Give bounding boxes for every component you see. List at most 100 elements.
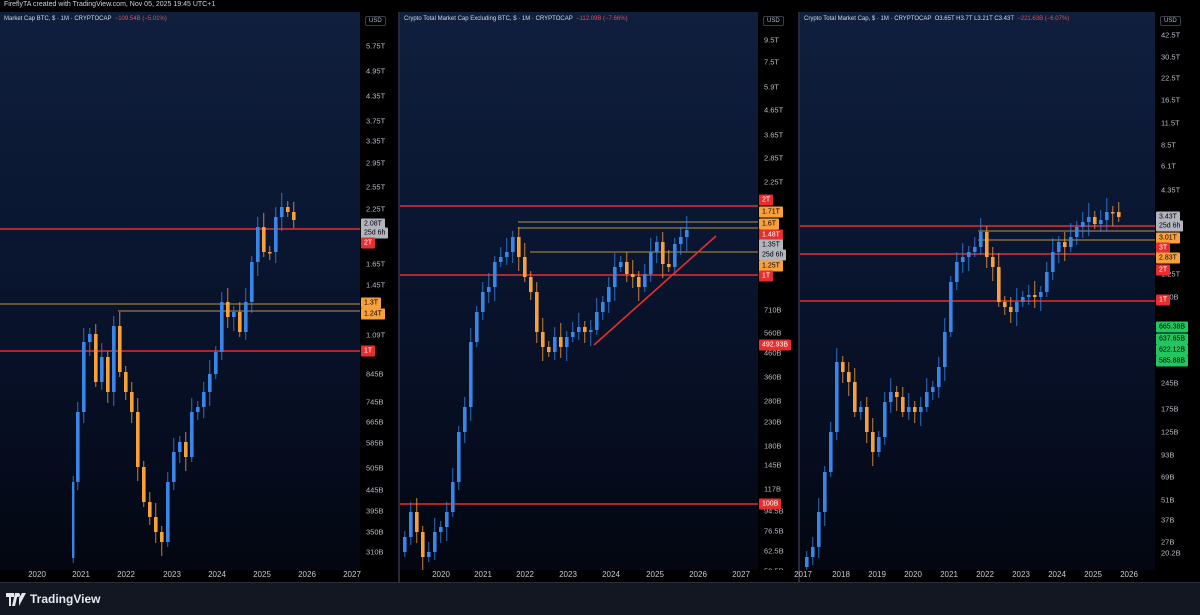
price-label-tag[interactable]: 637.65B [1156, 333, 1189, 345]
candle-body[interactable] [511, 237, 515, 252]
candle-body[interactable] [1039, 292, 1043, 297]
candle-body[interactable] [559, 337, 563, 347]
candle-body[interactable] [487, 287, 491, 292]
panel-divider[interactable] [398, 12, 400, 582]
candle-body[interactable] [220, 302, 224, 352]
candle-body[interactable] [439, 527, 443, 532]
candle-body[interactable] [1081, 222, 1085, 227]
candle-body[interactable] [1099, 220, 1103, 224]
price-label-tag[interactable]: 1.35T [759, 239, 783, 251]
candle-body[interactable] [208, 374, 212, 392]
candle-body[interactable] [1015, 302, 1019, 312]
candle-body[interactable] [571, 332, 575, 337]
price-label-tag[interactable]: 2T [759, 194, 774, 206]
chart-panel-others[interactable]: Crypto Total Market Cap Excluding BTC, $… [400, 12, 798, 582]
price-label-tag[interactable]: 1.25T [759, 260, 783, 272]
candle-body[interactable] [172, 452, 176, 482]
price-label-tag[interactable]: 100B [759, 498, 782, 510]
candle-body[interactable] [292, 212, 296, 220]
candle-body[interactable] [238, 312, 242, 332]
candle-body[interactable] [124, 372, 128, 392]
candle-body[interactable] [979, 232, 983, 247]
candle-body[interactable] [1087, 217, 1091, 222]
candle-body[interactable] [469, 342, 473, 407]
candle-body[interactable] [673, 244, 677, 267]
candle-body[interactable] [178, 442, 182, 452]
candle-body[interactable] [583, 327, 587, 332]
candle-body[interactable] [823, 472, 827, 512]
candle-body[interactable] [925, 392, 929, 407]
candle-body[interactable] [619, 262, 623, 267]
candle-body[interactable] [937, 367, 941, 387]
candle-body[interactable] [148, 502, 152, 517]
chart-panel-btc[interactable]: Market Cap BTC, $ · 1M · CRYPTOCAP −109.… [0, 12, 398, 582]
price-label-tag[interactable]: 2.83T [1156, 252, 1180, 264]
candle-body[interactable] [811, 547, 815, 557]
candle-body[interactable] [1069, 237, 1073, 247]
price-label-tag[interactable]: 3T [1156, 242, 1171, 254]
candle-body[interactable] [142, 467, 146, 502]
price-label-tag[interactable]: 665.38B [1156, 321, 1189, 333]
candle-body[interactable] [256, 227, 260, 262]
candle-body[interactable] [493, 262, 497, 287]
price-label-tag[interactable]: 2.08T [361, 218, 385, 230]
candle-body[interactable] [973, 247, 977, 252]
price-axis[interactable]: USD 5.75T 4.95T 4.35T 3.75T 3.35T 2.95T 2.55T 2… [360, 12, 398, 582]
candle-body[interactable] [250, 262, 254, 302]
candle-body[interactable] [667, 264, 671, 267]
candle-body[interactable] [535, 292, 539, 332]
candle-body[interactable] [415, 512, 419, 532]
candle-body[interactable] [655, 242, 659, 252]
candle-body[interactable] [232, 312, 236, 317]
candle-body[interactable] [166, 482, 170, 542]
price-label-tag[interactable]: 1T [1156, 294, 1171, 306]
candle-body[interactable] [649, 252, 653, 274]
candle-body[interactable] [1057, 242, 1061, 252]
candle-body[interactable] [286, 207, 290, 212]
candle-body[interactable] [805, 557, 809, 567]
candle-body[interactable] [577, 327, 581, 332]
candle-body[interactable] [865, 407, 869, 432]
candle-body[interactable] [601, 302, 605, 312]
candle-body[interactable] [517, 237, 521, 257]
candle-body[interactable] [859, 407, 863, 412]
currency-label[interactable]: USD [365, 16, 386, 26]
candle-body[interactable] [679, 237, 683, 244]
candles-area[interactable] [400, 12, 758, 582]
price-label-tag[interactable]: 1.3T [361, 297, 382, 309]
candle-body[interactable] [1003, 302, 1007, 307]
candle-body[interactable] [595, 312, 599, 330]
candle-body[interactable] [529, 277, 533, 292]
candle-body[interactable] [214, 352, 218, 374]
candle-body[interactable] [1111, 212, 1115, 214]
candle-body[interactable] [997, 267, 1001, 302]
candle-body[interactable] [901, 397, 905, 412]
price-axis[interactable]: USD 9.5T7.5T5.9T4.65T3.65T2.85T2.25T910B… [758, 12, 798, 582]
price-label-tag[interactable]: 2T [1156, 264, 1171, 276]
candle-body[interactable] [985, 232, 989, 257]
candles-area[interactable] [800, 12, 1155, 582]
candle-body[interactable] [661, 242, 665, 264]
candle-body[interactable] [262, 227, 266, 252]
candle-body[interactable] [244, 302, 248, 332]
candle-body[interactable] [1051, 252, 1055, 272]
candle-body[interactable] [943, 332, 947, 367]
time-axis-btc[interactable]: 2020 2021 2022 2023 2024 2025 2026 2027 [0, 570, 398, 582]
candle-body[interactable] [553, 337, 557, 352]
price-label-tag[interactable]: 1T [759, 270, 774, 282]
candle-body[interactable] [160, 532, 164, 542]
candle-body[interactable] [625, 262, 629, 274]
price-label-tag[interactable]: 25d 6h [1156, 220, 1184, 232]
candle-body[interactable] [184, 442, 188, 457]
candle-body[interactable] [1027, 295, 1031, 297]
time-axis-total[interactable]: 2017 2018 2019 2020 2021 2022 2023 2024 2025 2026 [794, 570, 1200, 582]
candle-body[interactable] [154, 517, 158, 532]
candle-body[interactable] [481, 292, 485, 312]
candle-body[interactable] [1009, 307, 1013, 312]
candle-body[interactable] [889, 392, 893, 402]
candle-body[interactable] [268, 252, 272, 254]
candle-body[interactable] [106, 357, 110, 392]
candle-body[interactable] [541, 332, 545, 347]
price-label-tag[interactable]: 25d 6h [759, 249, 787, 261]
candle-body[interactable] [967, 252, 971, 257]
